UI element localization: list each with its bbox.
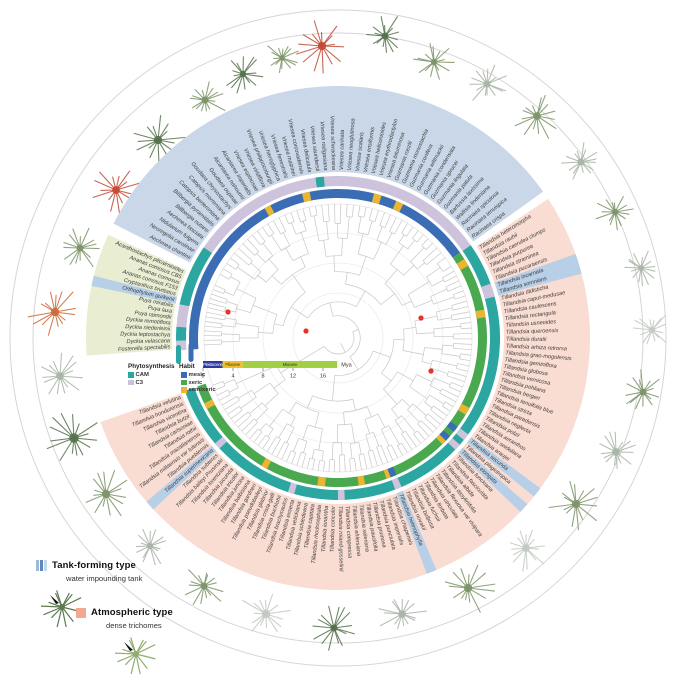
species-label: Dyckia remotiflora: [126, 317, 171, 327]
bromeliad-photo: [312, 605, 355, 651]
species-label: Vriesea neoglutinosa: [347, 118, 357, 170]
calibration-node-dot: [225, 309, 231, 315]
outer-plant-photos: [27, 16, 667, 651]
species-label: Puya laxa: [147, 305, 172, 315]
species-label: Tillandsia grao-mogolensis: [505, 350, 572, 362]
tank-highlight-sliver: [494, 253, 579, 290]
bromeliad-photo: [241, 593, 291, 633]
epoch-label: Pleistocene: [203, 362, 223, 367]
species-label: Tillandsia usneoides: [505, 319, 556, 329]
bromeliad-photo: [366, 16, 399, 53]
species-label: Tillandsia rectangula: [505, 310, 557, 322]
species-label: Vriesea carinata: [339, 130, 346, 170]
bromeliad-photo: [599, 431, 636, 470]
photosynthesis-ring-cap: [176, 345, 181, 364]
trait-rings: [176, 175, 500, 500]
bromeliad-photo: [133, 114, 186, 167]
species-label: Vriesea scalaris: [355, 132, 366, 172]
species-label: Tillandsia queroensis: [506, 328, 559, 336]
bromeliad-photo: [190, 81, 226, 112]
species-label: Fosterella spectabilis: [118, 344, 171, 353]
bromeliad-photo: [561, 142, 598, 180]
species-label: Tillandsia concolor: [330, 505, 337, 553]
bromeliad-photo: [92, 170, 141, 216]
bromeliad-photo: [267, 45, 299, 73]
epoch-label: Miocene: [283, 362, 298, 367]
bromeliad-photo: [226, 56, 264, 94]
bromeliad-photo: [469, 64, 507, 101]
sector-tank-clade: [113, 86, 544, 263]
time-tick-label: 4: [231, 374, 234, 380]
bromeliad-photo: [413, 43, 455, 80]
bromeliad-photo: [184, 569, 224, 606]
bromeliad-photo: [63, 227, 100, 268]
epoch-pleistocene: [203, 361, 223, 368]
bromeliad-photo: [624, 250, 656, 287]
species-label: Vriesea saundersii: [309, 125, 321, 172]
bromeliad-photo: [625, 369, 660, 410]
species-label: Tillandsia compressa: [344, 506, 353, 559]
time-tick-label: 0: [201, 374, 204, 380]
bromeliad-photo: [444, 564, 496, 613]
tank-highlight-sliver: [91, 275, 178, 304]
calibration-node-dot: [428, 368, 434, 374]
habit-ring-cap: [188, 343, 194, 362]
tank-highlight-sliver: [467, 437, 541, 497]
time-tick-label: 8: [261, 374, 264, 380]
calibration-node-dot: [418, 315, 424, 321]
species-label: Vriesea rodigasiana: [318, 121, 328, 171]
species-label: Dyckia velascana: [126, 338, 170, 345]
bromeliad-photo: [548, 480, 598, 531]
photosynthesis-ring: [176, 175, 500, 500]
sector-atmospheric-tillandsia-clade: [100, 198, 590, 590]
time-gridlines: [203, 203, 473, 473]
calibration-node-dot: [303, 328, 309, 334]
species-label: Dyckia niederleinii: [125, 324, 171, 332]
time-tick-label: 12: [290, 374, 296, 380]
bromeliad-photo: [514, 94, 557, 139]
bromeliad-photo: [135, 528, 167, 566]
time-tick-label: 16: [320, 374, 326, 380]
epoch-pliocene: [222, 361, 243, 368]
time-axis-unit: Mya: [341, 363, 352, 369]
tank-highlight-sliver: [458, 447, 528, 512]
bromeliad-photo: [27, 291, 76, 336]
habit-ring: [188, 189, 488, 488]
bromeliad-photo: [46, 413, 98, 461]
bromeliad-photo: [296, 20, 345, 74]
phylogenetic-tree: [204, 204, 472, 472]
tank-highlight-sliver: [146, 445, 217, 510]
clade-sectors: [85, 86, 590, 590]
species-label: Dyckia leptostachya: [120, 332, 170, 339]
epoch-label: Pliocene: [225, 362, 240, 367]
epoch-miocene: [242, 361, 338, 368]
tank-highlight-sliver: [496, 263, 582, 296]
species-label: Tillandsia duratii: [506, 337, 547, 343]
species-label: Tillandsia arhiza retrorsa: [506, 343, 567, 352]
bromeliad-photo: [85, 469, 128, 517]
bromeliad-photo: [378, 598, 428, 630]
bromeliad-photo: [632, 315, 667, 345]
bromeliad-photo: [595, 196, 634, 231]
species-label: Puya raimondii: [134, 310, 172, 321]
tank-highlight-sliver: [396, 490, 437, 574]
species-label: Vriesea schwackeana: [329, 116, 336, 170]
bromeliad-photo: [41, 352, 84, 395]
species-label: Tillandsia roland-gosselinii: [337, 506, 344, 572]
species-label: Tillandsia ionantha: [321, 505, 330, 552]
time-axis: Pleistocene Pliocene Miocene 0 4 8 12 16 Mya: [201, 361, 353, 380]
species-label: Tillandsia ehlersiana: [351, 505, 362, 556]
bromeliad-photo: [509, 529, 545, 572]
